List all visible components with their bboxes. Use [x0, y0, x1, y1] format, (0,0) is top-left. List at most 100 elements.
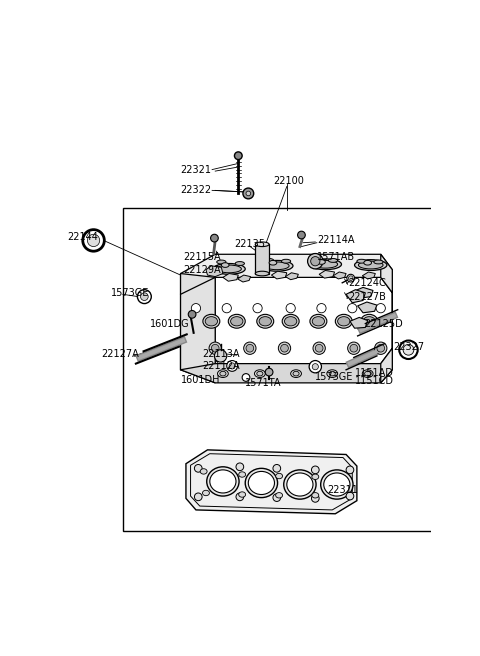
Ellipse shape: [318, 260, 325, 264]
Circle shape: [87, 234, 100, 247]
Ellipse shape: [221, 263, 229, 268]
Ellipse shape: [239, 472, 246, 477]
Circle shape: [209, 342, 221, 354]
Ellipse shape: [203, 490, 209, 496]
Circle shape: [273, 464, 281, 472]
Ellipse shape: [309, 259, 341, 270]
Ellipse shape: [281, 259, 291, 263]
Polygon shape: [238, 275, 251, 282]
Polygon shape: [271, 271, 287, 279]
Circle shape: [246, 344, 254, 352]
Ellipse shape: [207, 467, 239, 496]
Ellipse shape: [285, 317, 297, 326]
Circle shape: [246, 191, 251, 195]
Circle shape: [348, 276, 353, 281]
Circle shape: [312, 495, 319, 502]
Text: 1151CD: 1151CD: [355, 377, 395, 386]
Ellipse shape: [313, 260, 337, 268]
Text: 1573GE: 1573GE: [111, 288, 150, 298]
Polygon shape: [180, 255, 392, 295]
Circle shape: [215, 350, 227, 362]
Text: 22321: 22321: [180, 165, 211, 174]
Ellipse shape: [328, 258, 337, 262]
Ellipse shape: [200, 469, 207, 474]
Polygon shape: [319, 270, 335, 278]
Circle shape: [236, 493, 244, 501]
Circle shape: [188, 310, 196, 318]
Circle shape: [236, 463, 244, 470]
Text: 1571AB: 1571AB: [317, 253, 355, 262]
Circle shape: [313, 342, 325, 354]
Text: 1573GE: 1573GE: [315, 373, 354, 382]
Circle shape: [317, 304, 326, 313]
Circle shape: [346, 492, 354, 500]
Circle shape: [141, 293, 148, 300]
Ellipse shape: [363, 317, 375, 326]
Circle shape: [315, 344, 323, 352]
Ellipse shape: [365, 371, 371, 376]
Text: 22127B: 22127B: [348, 293, 386, 302]
Polygon shape: [206, 266, 223, 277]
Ellipse shape: [282, 314, 299, 328]
Circle shape: [309, 361, 322, 373]
Circle shape: [281, 344, 288, 352]
Text: 22125D: 22125D: [365, 319, 403, 329]
Circle shape: [312, 363, 318, 370]
Ellipse shape: [364, 260, 372, 265]
Circle shape: [376, 304, 385, 313]
Text: 1571TA: 1571TA: [245, 378, 281, 388]
Ellipse shape: [362, 370, 373, 377]
Polygon shape: [186, 450, 357, 514]
Ellipse shape: [291, 370, 301, 377]
Ellipse shape: [269, 260, 277, 265]
Circle shape: [278, 342, 291, 354]
Circle shape: [253, 304, 262, 313]
Ellipse shape: [203, 314, 220, 328]
Ellipse shape: [357, 259, 366, 263]
Circle shape: [346, 466, 354, 474]
Circle shape: [403, 344, 414, 355]
Text: 22114A: 22114A: [317, 236, 354, 245]
Circle shape: [377, 344, 384, 352]
Ellipse shape: [245, 468, 277, 498]
Text: 22115A: 22115A: [183, 252, 220, 262]
Polygon shape: [362, 272, 375, 279]
Circle shape: [374, 342, 387, 354]
Text: 22327: 22327: [393, 342, 424, 352]
Text: 1151AD: 1151AD: [355, 368, 394, 378]
Ellipse shape: [276, 493, 283, 498]
Ellipse shape: [312, 493, 319, 498]
Ellipse shape: [264, 258, 274, 262]
Circle shape: [194, 493, 202, 501]
Ellipse shape: [235, 262, 244, 266]
Circle shape: [234, 152, 242, 159]
Text: 22112A: 22112A: [202, 361, 240, 371]
Text: 22135: 22135: [234, 239, 265, 249]
Ellipse shape: [327, 370, 337, 377]
Circle shape: [265, 368, 273, 376]
Polygon shape: [381, 255, 392, 383]
Polygon shape: [350, 318, 368, 328]
Circle shape: [311, 256, 320, 266]
Ellipse shape: [210, 470, 236, 493]
Ellipse shape: [359, 261, 383, 269]
Ellipse shape: [284, 470, 316, 499]
Ellipse shape: [257, 314, 274, 328]
Text: 22311: 22311: [327, 485, 358, 495]
Text: 22144: 22144: [67, 232, 98, 241]
Ellipse shape: [248, 472, 275, 495]
Text: 22113A: 22113A: [202, 350, 240, 359]
Ellipse shape: [255, 242, 269, 247]
Ellipse shape: [261, 260, 293, 271]
Circle shape: [242, 374, 250, 381]
Circle shape: [211, 344, 219, 352]
Polygon shape: [180, 277, 215, 370]
Text: 22127A: 22127A: [101, 350, 139, 359]
Circle shape: [229, 363, 235, 369]
Ellipse shape: [312, 474, 319, 480]
Ellipse shape: [287, 473, 313, 496]
Ellipse shape: [310, 314, 327, 328]
Circle shape: [286, 304, 295, 313]
Ellipse shape: [321, 470, 353, 499]
Ellipse shape: [355, 260, 387, 270]
